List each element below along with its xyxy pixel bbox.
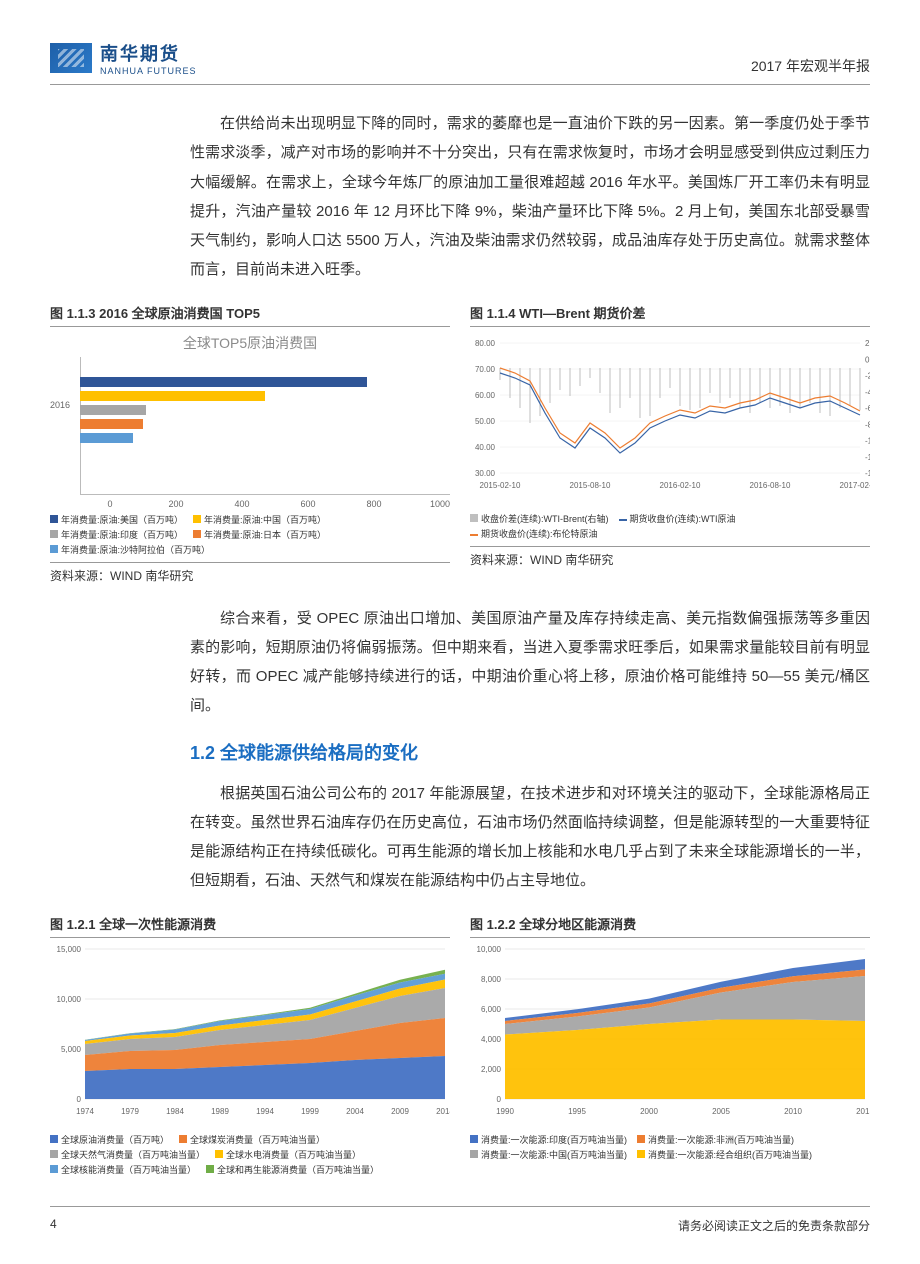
figure-114-source: 资料来源：WIND 南华研究 [470,546,870,568]
svg-text:0: 0 [77,1095,82,1104]
svg-text:2015-02-10: 2015-02-10 [480,481,521,490]
svg-text:1994: 1994 [256,1107,274,1116]
svg-text:2009: 2009 [391,1107,409,1116]
page-header: 南华期货 NANHUA FUTURES 2017 年宏观半年报 [50,40,870,85]
line-chart-114: 30.00 40.00 50.00 60.00 70.00 80.00 2.00 0.00 -… [470,333,870,503]
svg-text:1979: 1979 [121,1107,139,1116]
svg-text:2005: 2005 [712,1107,730,1116]
svg-text:30.00: 30.00 [475,469,496,478]
svg-text:1984: 1984 [166,1107,184,1116]
figure-113-caption: 图 1.1.3 2016 全球原油消费国 TOP5 [50,303,450,327]
page-number: 4 [50,1217,57,1234]
svg-text:15,000: 15,000 [57,945,82,954]
footer-disclaimer: 请务必阅读正文之后的免责条款部分 [678,1217,870,1234]
svg-text:-14.00: -14.00 [865,469,870,478]
figure-121: 图 1.2.1 全球一次性能源消费 0 5,000 10,000 15,000 1974… [50,914,450,1176]
logo-text-en: NANHUA FUTURES [100,66,197,76]
svg-text:60.00: 60.00 [475,391,496,400]
svg-text:2010: 2010 [784,1107,802,1116]
section-heading-12: 1.2 全球能源供给格局的变化 [190,739,870,765]
svg-text:0: 0 [497,1095,502,1104]
svg-text:2004: 2004 [346,1107,364,1116]
legend-113: 年消费量:原油:美国（百万吨）年消费量:原油:中国（百万吨）年消费量:原油:印度… [50,513,450,556]
logo: 南华期货 NANHUA FUTURES [50,40,197,76]
svg-text:6,000: 6,000 [481,1005,502,1014]
svg-text:2.00: 2.00 [865,339,870,348]
figure-113-title: 全球TOP5原油消费国 [50,333,450,353]
svg-text:5,000: 5,000 [61,1045,82,1054]
figure-114-caption: 图 1.1.4 WTI—Brent 期货价差 [470,303,870,327]
legend-114: 收盘价差(连续):WTI-Brent(右轴)期货收盘价(连续):WTI原油期货收… [470,512,870,540]
page-footer: 4 请务必阅读正文之后的免责条款部分 [50,1206,870,1234]
svg-text:70.00: 70.00 [475,365,496,374]
legend-122: 消费量:一次能源:印度(百万吨油当量)消费量:一次能源:非洲(百万吨油当量)消费… [470,1133,870,1161]
svg-text:2015-08-10: 2015-08-10 [570,481,611,490]
svg-text:1999: 1999 [301,1107,319,1116]
svg-text:1989: 1989 [211,1107,229,1116]
svg-text:80.00: 80.00 [475,339,496,348]
figure-row-1: 图 1.1.3 2016 全球原油消费国 TOP5 全球TOP5原油消费国 02… [50,303,870,584]
svg-text:2015: 2015 [856,1107,870,1116]
svg-text:1974: 1974 [76,1107,94,1116]
paragraph-2: 综合来看，受 OPEC 原油出口增加、美国原油产量及库存持续走高、美元指数偏强振… [190,604,870,721]
svg-text:10,000: 10,000 [477,945,502,954]
svg-text:50.00: 50.00 [475,417,496,426]
svg-text:2014: 2014 [436,1107,450,1116]
svg-text:2017-02-10: 2017-02-10 [840,481,870,490]
svg-text:8,000: 8,000 [481,975,502,984]
figure-113: 图 1.1.3 2016 全球原油消费国 TOP5 全球TOP5原油消费国 02… [50,303,450,584]
svg-text:2016-08-10: 2016-08-10 [750,481,791,490]
figure-113-source: 资料来源：WIND 南华研究 [50,562,450,584]
svg-text:4,000: 4,000 [481,1035,502,1044]
svg-text:2,000: 2,000 [481,1065,502,1074]
svg-text:-12.00: -12.00 [865,452,870,461]
svg-text:1995: 1995 [568,1107,586,1116]
bar-chart-113: 02004006008001000 2016 [50,357,450,507]
paragraph-3: 根据英国石油公司公布的 2017 年能源展望，在技术进步和对环境关注的驱动下，全… [190,779,870,896]
figure-114: 图 1.1.4 WTI—Brent 期货价差 30.00 40.00 50.00 60… [470,303,870,584]
svg-text:-4.00: -4.00 [865,387,870,396]
svg-text:40.00: 40.00 [475,443,496,452]
logo-mark [50,43,92,73]
legend-121: 全球原油消费量（百万吨）全球煤炭消费量（百万吨油当量）全球天然气消费量（百万吨油… [50,1133,450,1176]
document-title: 2017 年宏观半年报 [751,56,870,76]
svg-text:10,000: 10,000 [57,995,82,1004]
svg-text:0.00: 0.00 [865,355,870,364]
figure-121-caption: 图 1.2.1 全球一次性能源消费 [50,914,450,938]
svg-text:1990: 1990 [496,1107,514,1116]
figure-122-caption: 图 1.2.2 全球分地区能源消费 [470,914,870,938]
svg-text:-8.00: -8.00 [865,420,870,429]
area-chart-122: 0 2,000 4,000 6,000 8,000 10,000 1990 1995 2000 2… [470,944,870,1124]
logo-text-cn: 南华期货 [100,40,197,66]
figure-row-2: 图 1.2.1 全球一次性能源消费 0 5,000 10,000 15,000 1974… [50,914,870,1176]
svg-text:-2.00: -2.00 [865,371,870,380]
paragraph-1: 在供给尚未出现明显下降的同时，需求的萎靡也是一直油价下跌的另一因素。第一季度仍处… [190,109,870,285]
svg-text:-6.00: -6.00 [865,404,870,413]
svg-text:2000: 2000 [640,1107,658,1116]
svg-text:2016-02-10: 2016-02-10 [660,481,701,490]
svg-text:-10.00: -10.00 [865,436,870,445]
area-chart-121: 0 5,000 10,000 15,000 1974 1979 1984 1989 1994 19… [50,944,450,1124]
figure-122: 图 1.2.2 全球分地区能源消费 0 2,000 4,000 6,000 8,000 1… [470,914,870,1176]
